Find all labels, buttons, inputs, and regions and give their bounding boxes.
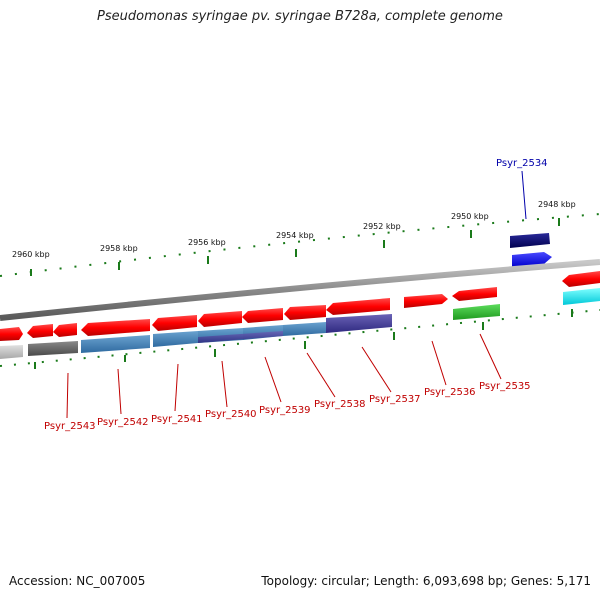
feature-bar[interactable]	[81, 335, 150, 353]
feature-bar[interactable]	[28, 341, 78, 356]
genome-title: Pseudomonas syringae pv. syringae B728a,…	[97, 9, 503, 24]
ruler-label: 2952 kbp	[363, 222, 401, 231]
feature-psyr-2534[interactable]	[510, 233, 550, 248]
feature-arrow[interactable]	[81, 319, 150, 336]
gene-label-psyr-2539[interactable]: Psyr_2539	[259, 405, 311, 416]
ruler-labels: 2960 kbp 2958 kbp 2956 kbp 2954 kbp 2952…	[12, 200, 576, 259]
feature-arrow[interactable]	[284, 305, 326, 320]
feature-bar[interactable]	[563, 288, 600, 305]
leader-lines	[66, 170, 527, 419]
feature-bar[interactable]	[326, 314, 392, 333]
feature-arrow[interactable]	[242, 308, 283, 323]
feature-arrow[interactable]	[152, 315, 197, 331]
gene-label-psyr-2541[interactable]: Psyr_2541	[151, 414, 203, 425]
outer-ruler	[0, 213, 600, 277]
gene-label-psyr-2543[interactable]: Psyr_2543	[44, 421, 96, 432]
feature-bar[interactable]	[153, 331, 198, 347]
feature-arrow[interactable]	[326, 298, 390, 315]
gene-label-psyr-2536[interactable]: Psyr_2536	[424, 387, 476, 398]
gene-labels: Psyr_2534 Psyr_2535 Psyr_2536 Psyr_2537 …	[44, 158, 548, 432]
feature-bar[interactable]	[0, 345, 23, 359]
gene-label-psyr-2542[interactable]: Psyr_2542	[97, 417, 149, 428]
ruler-label: 2950 kbp	[451, 212, 489, 221]
feature-bar[interactable]	[453, 304, 500, 320]
ruler-label: 2954 kbp	[276, 231, 314, 240]
feature-arrow[interactable]	[452, 287, 497, 301]
ruler-label: 2960 kbp	[12, 250, 50, 259]
ruler-label: 2956 kbp	[188, 238, 226, 247]
feature-bar[interactable]	[198, 331, 283, 343]
reverse-strand	[0, 288, 600, 359]
feature-arrow[interactable]	[562, 271, 600, 287]
feature-blue-arrow[interactable]	[512, 252, 552, 267]
forward-strand	[0, 271, 600, 341]
gene-label-psyr-2534[interactable]: Psyr_2534	[496, 158, 548, 169]
feature-arrow[interactable]	[404, 294, 448, 308]
gene-label-psyr-2535[interactable]: Psyr_2535	[479, 381, 531, 392]
gene-label-psyr-2537[interactable]: Psyr_2537	[369, 394, 421, 405]
genome-summary-text: Topology: circular; Length: 6,093,698 bp…	[261, 574, 591, 588]
inner-ruler	[0, 309, 600, 369]
feature-bar[interactable]	[283, 322, 326, 336]
feature-arrow[interactable]	[53, 323, 77, 337]
ruler-label: 2948 kbp	[538, 200, 576, 209]
accession-text: Accession: NC_007005	[9, 574, 146, 588]
feature-arrow[interactable]	[27, 324, 53, 338]
feature-arrow[interactable]	[198, 311, 242, 327]
feature-arrow[interactable]	[0, 327, 23, 341]
genome-backbone	[0, 259, 600, 321]
ruler-label: 2958 kbp	[100, 244, 138, 253]
gene-label-psyr-2538[interactable]: Psyr_2538	[314, 399, 366, 410]
gene-label-psyr-2540[interactable]: Psyr_2540	[205, 409, 257, 420]
